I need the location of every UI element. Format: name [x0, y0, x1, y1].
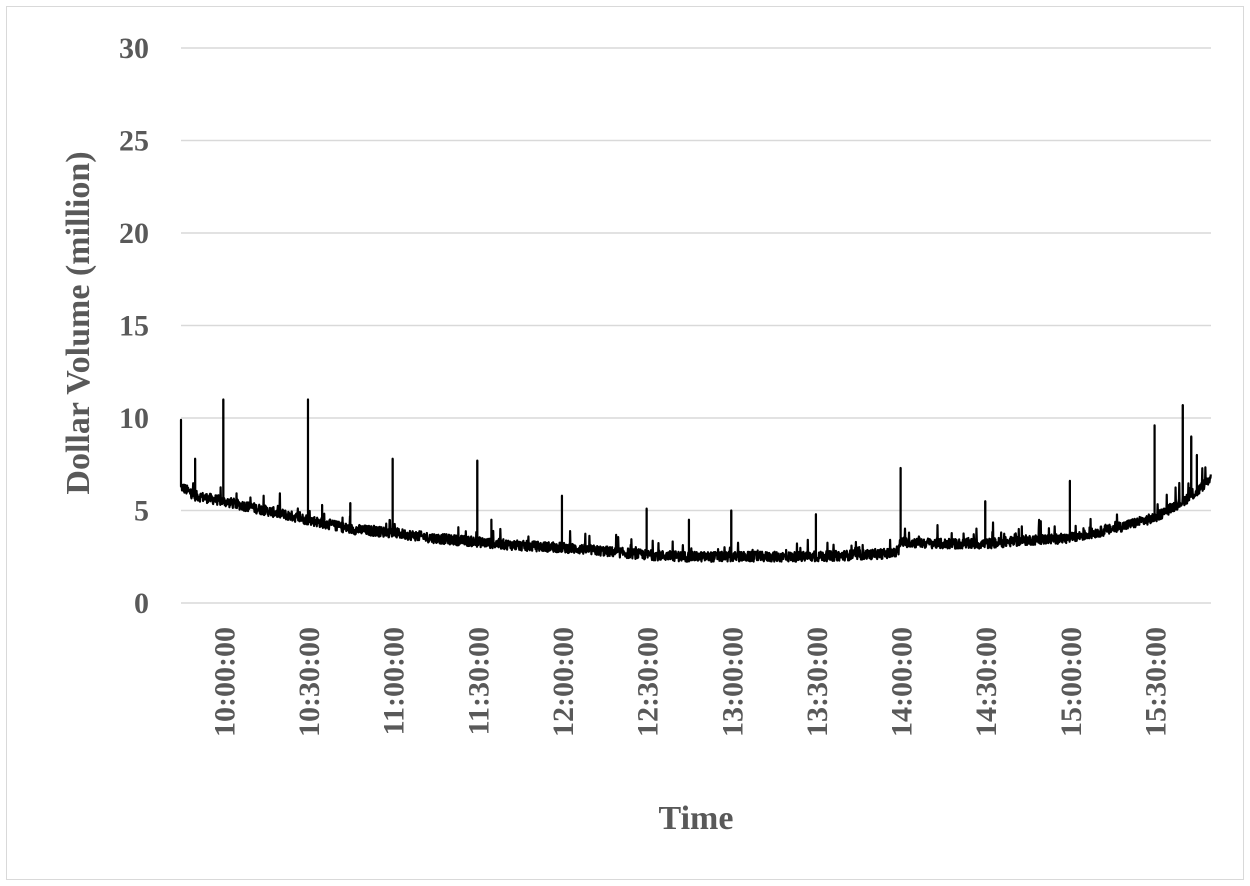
x-tick-label: 15:00:00: [1055, 627, 1088, 737]
x-tick-label: 13:00:00: [716, 627, 749, 737]
chart-svg: 0 5 10 15 20 25 30 10:00:00 10:30:00 11:00:00 11:…: [60, 32, 1212, 837]
x-tick-labels: 10:00:00 10:30:00 11:00:00 11:30:00 12:00:00…: [208, 627, 1172, 737]
y-tick-label: 5: [134, 495, 149, 528]
gridlines: [181, 47, 1211, 604]
x-tick-label: 10:30:00: [293, 627, 326, 737]
y-tick-labels: 0 5 10 15 20 25 30: [119, 32, 149, 620]
x-tick-label: 11:00:00: [378, 627, 411, 735]
x-tick-label: 14:00:00: [886, 627, 919, 737]
y-tick-label: 30: [119, 32, 149, 65]
x-tick-label: 13:30:00: [801, 627, 834, 737]
y-tick-label: 10: [119, 402, 149, 435]
x-axis-title: Time: [659, 800, 734, 837]
x-tick-label: 15:30:00: [1140, 627, 1173, 737]
y-tick-label: 0: [134, 587, 149, 620]
y-tick-label: 20: [119, 217, 149, 250]
y-axis-title: Dollar Volume (million): [60, 151, 97, 494]
series-line: [179, 398, 1212, 563]
y-tick-label: 15: [119, 310, 149, 343]
x-tick-label: 11:30:00: [462, 627, 495, 735]
x-tick-label: 12:30:00: [632, 627, 665, 737]
x-tick-label: 10:00:00: [208, 627, 241, 737]
x-tick-label: 12:00:00: [547, 627, 580, 737]
series-group: [179, 398, 1212, 563]
x-tick-label: 14:30:00: [970, 627, 1003, 737]
chart-frame: 0 5 10 15 20 25 30 10:00:00 10:30:00 11:00:00 11:…: [6, 6, 1244, 880]
y-tick-label: 25: [119, 125, 149, 158]
